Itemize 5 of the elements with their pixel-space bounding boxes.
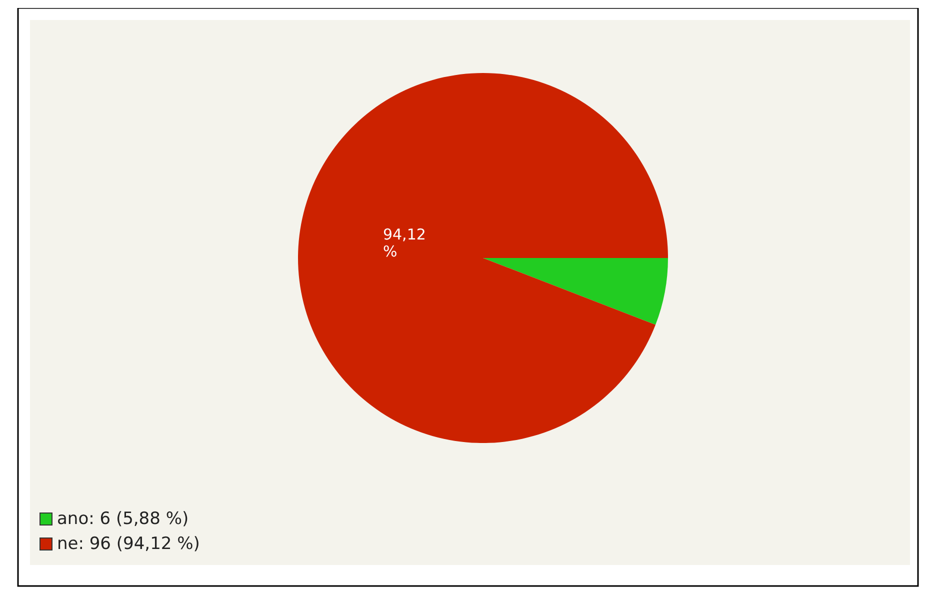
pie-slice <box>298 73 668 443</box>
data-label: 94,12 % <box>382 225 426 260</box>
legend-label: ne: 96 (94,12 %) <box>57 534 200 554</box>
legend-label: ano: 6 (5,88 %) <box>57 509 189 529</box>
pie-slice <box>483 258 668 325</box>
